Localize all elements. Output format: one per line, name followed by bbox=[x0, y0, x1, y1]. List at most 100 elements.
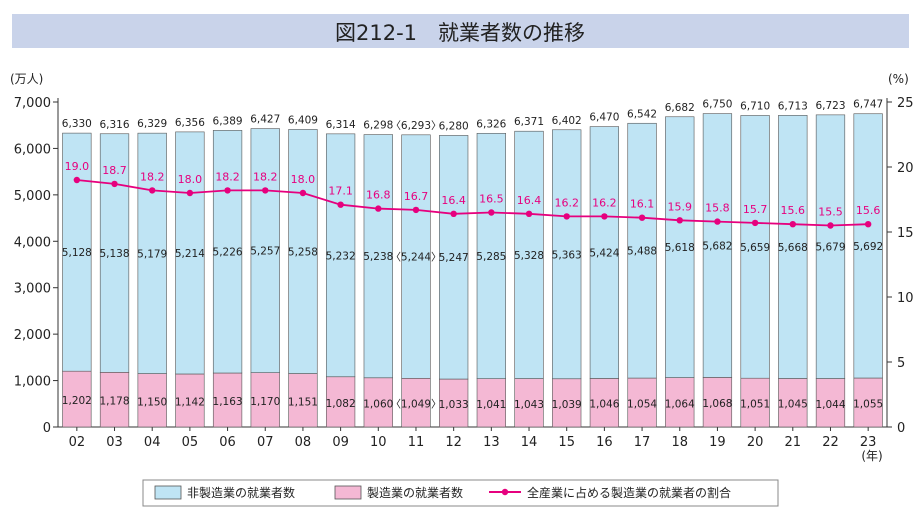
data-label-ratio: 19.0 bbox=[65, 160, 90, 173]
x-axis-tick-label: 19 bbox=[709, 435, 726, 450]
bar-non-manufacturing bbox=[99, 133, 130, 373]
x-axis-tick-label: 18 bbox=[671, 435, 688, 450]
data-label-ratio: 16.2 bbox=[592, 196, 617, 209]
data-label-total: 6,470 bbox=[589, 112, 619, 124]
data-label-total: 6,747 bbox=[853, 99, 883, 111]
data-label-manufacturing: 1,041 bbox=[476, 399, 506, 411]
bar-non-manufacturing bbox=[815, 114, 846, 379]
data-label-manufacturing: 1,142 bbox=[175, 396, 205, 408]
data-label-ratio: 16.5 bbox=[479, 193, 504, 206]
data-label-non-manufacturing: 5,682 bbox=[702, 241, 732, 253]
bar-non-manufacturing bbox=[439, 135, 469, 380]
data-label-non-manufacturing: 5,232 bbox=[326, 250, 356, 262]
left-axis-unit: (万人) bbox=[10, 72, 43, 86]
data-label-total: 6,356 bbox=[175, 117, 205, 129]
data-label-total: 6,723 bbox=[815, 100, 845, 112]
bar-non-manufacturing bbox=[62, 132, 92, 372]
right-axis-tick-label: 10 bbox=[897, 291, 914, 306]
ratio-point bbox=[563, 213, 570, 220]
bar-non-manufacturing bbox=[212, 130, 243, 374]
bar-non-manufacturing bbox=[288, 129, 318, 374]
ratio-point bbox=[299, 189, 307, 197]
data-label-manufacturing: 1,051 bbox=[740, 399, 770, 411]
data-label-non-manufacturing: 5,668 bbox=[778, 242, 808, 254]
data-label-total: 〈6,293〉 bbox=[390, 120, 441, 132]
data-label-non-manufacturing: 5,488 bbox=[627, 246, 657, 258]
data-label-ratio: 18.2 bbox=[215, 170, 240, 183]
data-label-ratio: 16.2 bbox=[554, 196, 579, 209]
data-label-non-manufacturing: 〈5,244〉 bbox=[390, 252, 441, 264]
legend-label-manufacturing: 製造業の就業者数 bbox=[367, 485, 463, 500]
bar-manufacturing bbox=[175, 373, 205, 428]
data-label-manufacturing: 1,045 bbox=[778, 399, 808, 411]
bar-manufacturing bbox=[439, 378, 469, 428]
bar-non-manufacturing bbox=[665, 116, 695, 378]
ratio-point bbox=[714, 218, 721, 225]
bar-manufacturing bbox=[853, 377, 883, 428]
data-label-ratio: 15.6 bbox=[781, 204, 806, 217]
ratio-point bbox=[262, 187, 269, 194]
ratio-point bbox=[149, 187, 156, 194]
bar-manufacturing bbox=[514, 378, 544, 428]
data-label-ratio: 15.6 bbox=[856, 204, 881, 217]
data-label-ratio: 16.8 bbox=[366, 189, 391, 202]
x-axis-tick-label: 05 bbox=[182, 435, 199, 450]
legend-frame bbox=[142, 479, 779, 507]
bar-non-manufacturing bbox=[325, 133, 356, 378]
data-label-manufacturing: 1,054 bbox=[627, 399, 657, 411]
data-label-ratio: 15.8 bbox=[705, 202, 730, 215]
x-axis-tick-label: 15 bbox=[558, 435, 575, 450]
data-label-total: 6,427 bbox=[250, 114, 280, 126]
ratio-point bbox=[864, 221, 872, 228]
data-label-non-manufacturing: 5,424 bbox=[589, 248, 619, 260]
data-label-non-manufacturing: 5,659 bbox=[740, 242, 770, 254]
ratio-point bbox=[450, 210, 457, 217]
right-axis-unit: (%) bbox=[888, 72, 909, 86]
bar-manufacturing bbox=[815, 378, 846, 428]
right-axis-tick-label: 25 bbox=[897, 96, 914, 111]
data-label-non-manufacturing: 5,138 bbox=[99, 248, 129, 260]
bar-non-manufacturing bbox=[778, 115, 808, 379]
left-axis-tick-label: 5,000 bbox=[14, 189, 51, 204]
data-label-total: 6,713 bbox=[778, 100, 808, 112]
data-label-non-manufacturing: 5,214 bbox=[175, 248, 205, 260]
bar-manufacturing bbox=[363, 377, 393, 428]
left-axis-tick-label: 3,000 bbox=[14, 282, 51, 297]
data-label-manufacturing: 〈1,049〉 bbox=[390, 399, 441, 411]
data-label-manufacturing: 1,150 bbox=[137, 396, 167, 408]
x-axis-tick-label: 12 bbox=[445, 435, 462, 450]
data-label-ratio: 16.1 bbox=[630, 198, 655, 211]
data-label-ratio: 15.5 bbox=[818, 206, 843, 219]
ratio-point bbox=[827, 222, 834, 229]
data-label-total: 6,316 bbox=[99, 119, 129, 131]
ratio-line-layer bbox=[73, 176, 872, 229]
x-axis-tick-label: 09 bbox=[332, 435, 349, 450]
bar-non-manufacturing bbox=[552, 129, 582, 380]
x-axis-tick-label: 03 bbox=[106, 435, 123, 450]
bar-manufacturing bbox=[589, 378, 620, 428]
data-label-total: 6,326 bbox=[476, 118, 506, 130]
bar-manufacturing bbox=[740, 377, 770, 428]
bar-manufacturing bbox=[627, 377, 657, 428]
ratio-point bbox=[789, 221, 796, 228]
ratio-point bbox=[412, 206, 420, 214]
legend: 非製造業の就業者数 製造業の就業者数 全産業に占める製造業の就業者の割合 bbox=[142, 479, 779, 507]
ratio-point bbox=[224, 187, 231, 194]
data-label-non-manufacturing: 5,179 bbox=[137, 248, 167, 260]
data-label-ratio: 16.4 bbox=[441, 194, 466, 207]
data-label-non-manufacturing: 5,226 bbox=[213, 247, 243, 259]
x-axis-tick-label: 06 bbox=[219, 435, 236, 450]
data-label-non-manufacturing: 5,363 bbox=[552, 249, 582, 261]
bar-non-manufacturing bbox=[401, 134, 431, 379]
legend-marker-ratio bbox=[501, 488, 509, 496]
bar-non-manufacturing bbox=[250, 128, 280, 373]
data-label-manufacturing: 1,044 bbox=[815, 399, 845, 411]
ratio-point bbox=[638, 214, 646, 221]
left-axis-tick-label: 0 bbox=[43, 421, 51, 436]
data-label-non-manufacturing: 5,285 bbox=[476, 251, 506, 263]
data-label-manufacturing: 1,178 bbox=[99, 396, 129, 408]
legend-swatch-non-manufacturing bbox=[154, 485, 182, 500]
data-label-manufacturing: 1,033 bbox=[439, 399, 469, 411]
bar-non-manufacturing bbox=[853, 113, 883, 379]
ratio-point bbox=[337, 201, 344, 208]
